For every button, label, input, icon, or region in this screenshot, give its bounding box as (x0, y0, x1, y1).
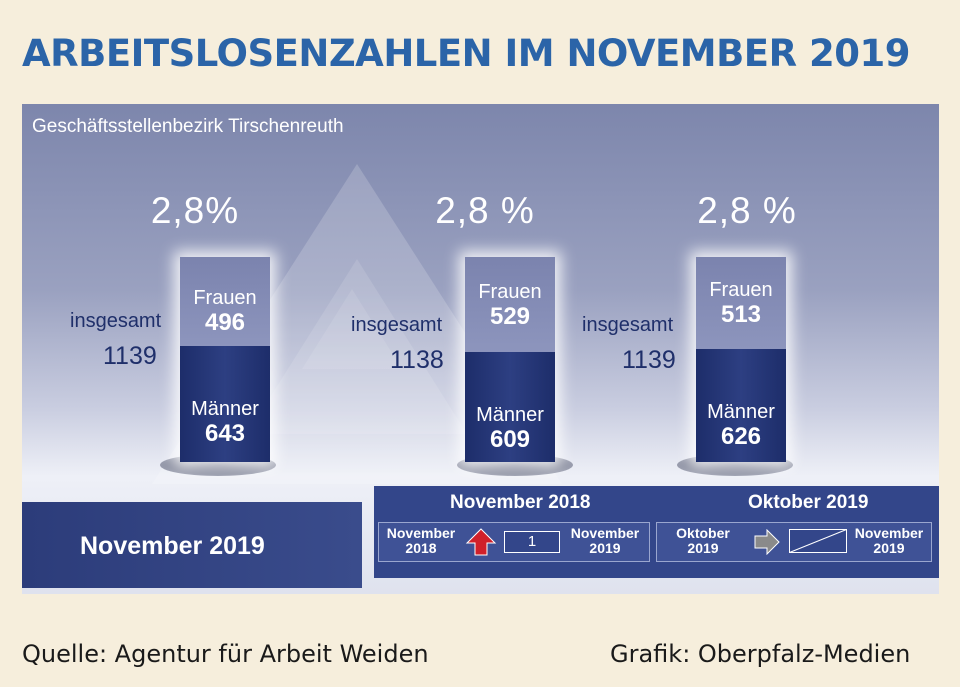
up-arrow-icon (465, 528, 497, 556)
bar-segment-value: 513 (720, 300, 762, 328)
bar-segment-label: Männer (707, 401, 775, 424)
comparison-box-year: November 2018 1 November 2019 (378, 522, 650, 562)
rate-label: 2,8 % (697, 190, 797, 231)
bar-stack: Frauen 513 Männer 626 (696, 256, 786, 462)
total-value: 1139 (103, 342, 157, 370)
total-caption: insgesamt (351, 314, 443, 336)
comparison-from-line1: November (386, 525, 456, 541)
bar-segment-frauen: Frauen 496 (180, 256, 270, 347)
bar-segment-maenner: Männer 609 (465, 352, 555, 462)
comparison-heading: Oktober 2019 (748, 492, 869, 513)
bar-segment-label: Frauen (709, 278, 773, 301)
bar-segment-label: Männer (476, 404, 544, 427)
rate-label: 2,8 % (435, 190, 535, 231)
bar-segment-value: 609 (489, 426, 531, 454)
total-value: 1139 (622, 346, 676, 374)
comparison-from: Oktober 2019 (661, 526, 745, 556)
comparison-to: November 2019 (849, 526, 929, 556)
bar-segment-maenner: Männer 626 (696, 349, 786, 462)
bar-stack: Frauen 529 Männer 609 (465, 257, 555, 462)
comparison-to-line2: 2019 (873, 540, 905, 556)
total-value: 1138 (390, 346, 444, 374)
right-arrow-icon (754, 529, 780, 555)
bar-group-nov-2018: 2,8 % insgesamt 1138 Frauen 529 Männer 6… (350, 104, 630, 484)
bar-segment-frauen: Frauen 529 (465, 257, 555, 353)
comparison-to-line2: 2019 (589, 540, 621, 556)
comparison-from-line2: 2018 (405, 540, 437, 556)
comparison-from-line1: Oktober (676, 525, 730, 541)
bar-segment-label: Frauen (478, 281, 542, 304)
rate-label: 2,8% (150, 190, 240, 231)
bar-segment-value: 496 (204, 308, 246, 336)
comparison-from: November 2018 (381, 526, 461, 556)
credit-note: Grafik: Oberpfalz-Medien (610, 640, 911, 668)
chart-subtitle: Geschäftsstellenbezirk Tirschenreuth (32, 116, 344, 137)
comparison-to-line1: November (854, 525, 924, 541)
bar-group-nov-2019: 2,8% insgesamt 1139 Frauen 496 Männer 64… (70, 104, 350, 484)
total-caption: insgesamt (582, 314, 674, 336)
change-value: 1 (504, 531, 560, 553)
comparison-box-month: Oktober 2019 November 2019 (656, 522, 932, 562)
comparison-to-line1: November (570, 525, 640, 541)
chart-title: ARBEITSLOSENZAHLEN IM NOVEMBER 2019 (22, 32, 910, 75)
bar-group-okt-2019: 2,8 % insgesamt 1139 Frauen 513 Männer 6… (582, 104, 862, 484)
bar-segment-frauen: Frauen 513 (696, 256, 786, 350)
bar-segment-label: Frauen (193, 286, 257, 309)
current-period-band: November 2019 (22, 502, 362, 588)
bar-segment-value: 643 (204, 420, 246, 448)
comparison-band: November 2018 Oktober 2019 November 2018… (374, 486, 939, 578)
chart-panel: Geschäftsstellenbezirk Tirschenreuth 2,8… (22, 104, 939, 594)
current-period-label: November 2019 (80, 532, 265, 560)
source-note: Quelle: Agentur für Arbeit Weiden (22, 640, 429, 668)
bar-segment-value: 626 (720, 423, 762, 451)
bar-segment-maenner: Männer 643 (180, 346, 270, 462)
comparison-heading: November 2018 (450, 492, 591, 513)
total-caption: insgesamt (70, 310, 162, 332)
comparison-to: November 2019 (563, 526, 647, 556)
bar-stack: Frauen 496 Männer 643 (180, 256, 270, 462)
change-value-empty (789, 529, 847, 553)
comparison-from-line2: 2019 (687, 540, 719, 556)
bar-segment-label: Männer (191, 398, 259, 421)
bar-segment-value: 529 (489, 303, 531, 331)
